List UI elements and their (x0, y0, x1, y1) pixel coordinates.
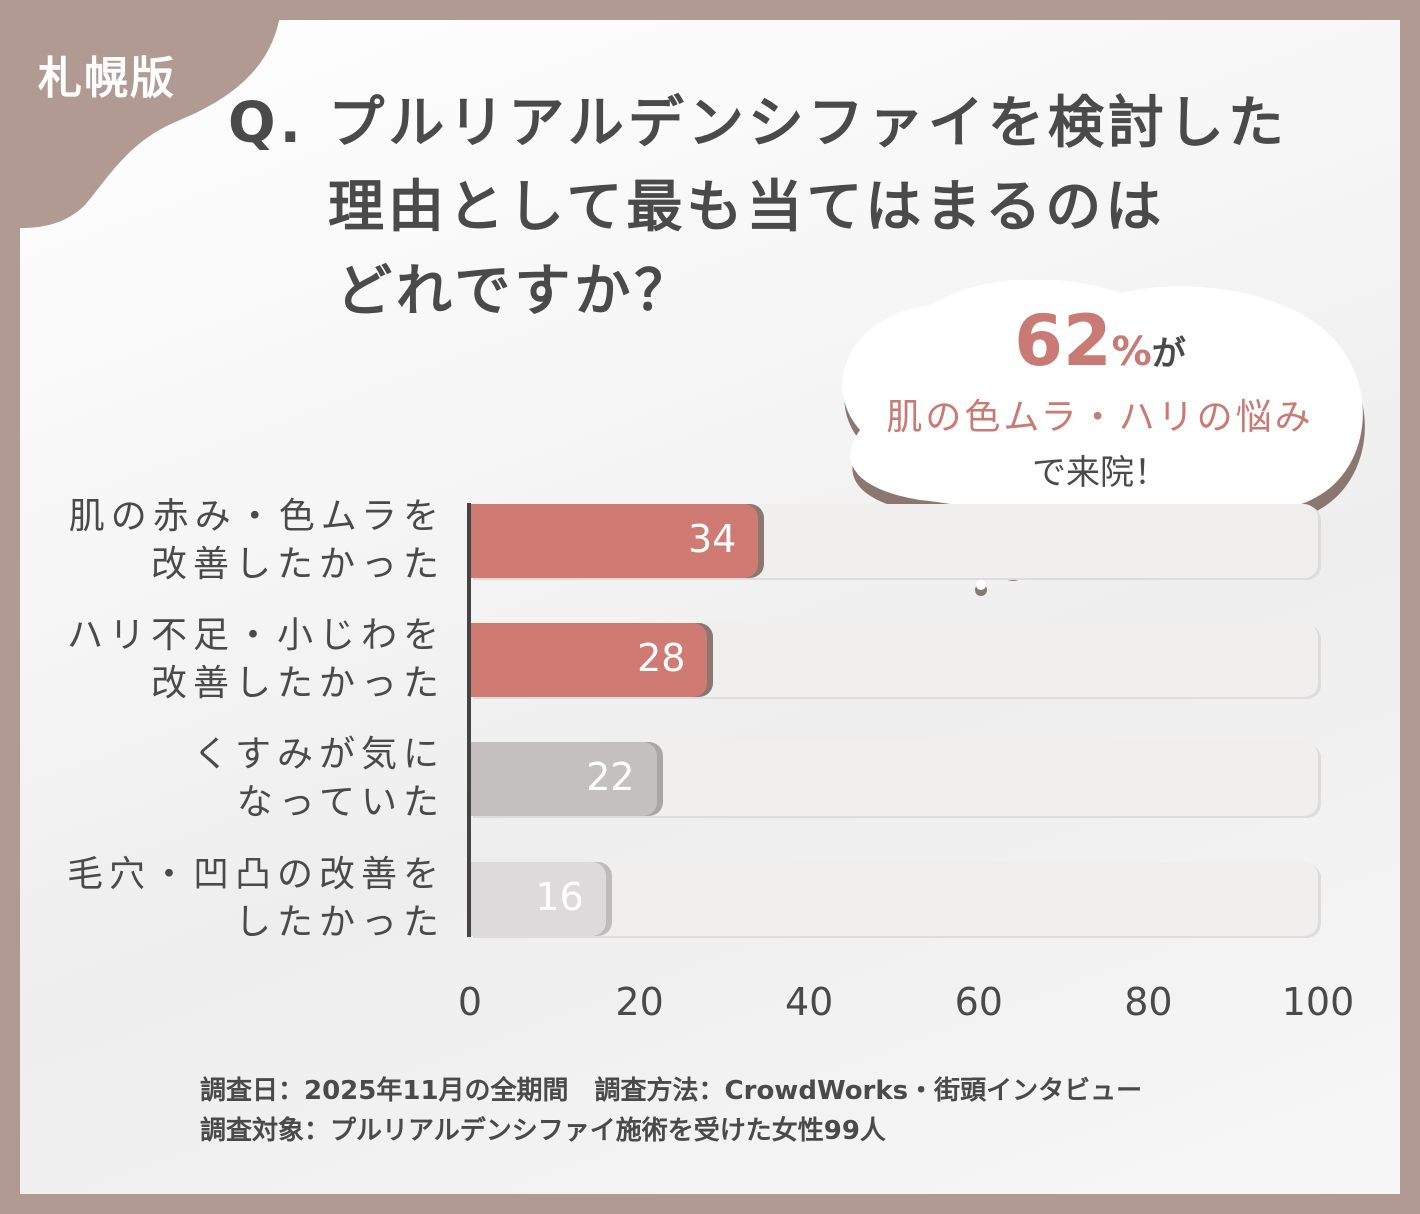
callout-percent-line: 62%が (830, 300, 1370, 382)
callout-tail: で来院！ (1032, 453, 1168, 493)
title-line-3: どれですか？ (336, 259, 695, 324)
bar (470, 504, 759, 578)
category-label: 肌の赤み・色ムラを改善したかった (25, 493, 445, 589)
category-label-line: 毛穴・凹凸の改善を (66, 854, 445, 895)
category-label-line: したかった (234, 902, 445, 943)
x-tick-label: 20 (615, 980, 664, 1024)
x-tick-label: 100 (1281, 980, 1355, 1024)
region-badge: 札幌版 (38, 53, 176, 104)
x-tick-label: 80 (1124, 980, 1173, 1024)
category-label-line: なっていた (236, 782, 445, 823)
category-label: ハリ不足・小じわを改善したかった (25, 612, 445, 708)
data-label: 22 (586, 755, 635, 799)
bar (470, 742, 657, 816)
data-label: 16 (535, 875, 584, 919)
corner-decoration (0, 0, 282, 228)
category-label-line: ハリ不足・小じわを (66, 615, 445, 656)
title-line-2: 理由として最も当てはまるのは (328, 175, 1166, 240)
category-label-line: くすみが気に (192, 734, 445, 775)
card-background (20, 20, 1400, 1194)
x-tick-label: 40 (785, 980, 834, 1024)
data-label: 28 (637, 636, 686, 680)
callout-highlight: 肌の色ムラ・ハリの悩み (886, 397, 1314, 438)
x-tick-label: 60 (954, 980, 1003, 1024)
callout-percent-sign: % (1111, 329, 1152, 375)
title-line-1: Q. プルリアルデンシファイを検討した (228, 91, 1288, 156)
bar (470, 862, 606, 936)
bar (470, 623, 708, 697)
category-label: 毛穴・凹凸の改善をしたかった (25, 851, 445, 947)
footer-survey-target: 調査対象：プルリアルデンシファイ施術を受けた女性99人 (200, 1116, 886, 1146)
footer-survey-date-method: 調査日：2025年11月の全期間 調査方法：CrowdWorks・街頭インタビュ… (200, 1076, 1143, 1106)
callout-ga: が (1151, 334, 1186, 374)
category-label-line: 改善したかった (150, 544, 445, 585)
speech-bubble (842, 280, 1365, 596)
bar-track (470, 862, 1318, 936)
question-title: Q. プルリアルデンシファイを検討した 理由として最も当てはまるのは どれですか… (228, 82, 1288, 334)
category-label-line: 肌の赤み・色ムラを (68, 496, 445, 537)
x-tick-label: 0 (457, 980, 483, 1024)
category-label-line: 改善したかった (150, 663, 445, 704)
data-label: 34 (687, 517, 737, 561)
callout-percent: 62 (1014, 300, 1112, 382)
category-label: くすみが気になっていた (25, 731, 445, 827)
y-axis-line (467, 503, 471, 937)
